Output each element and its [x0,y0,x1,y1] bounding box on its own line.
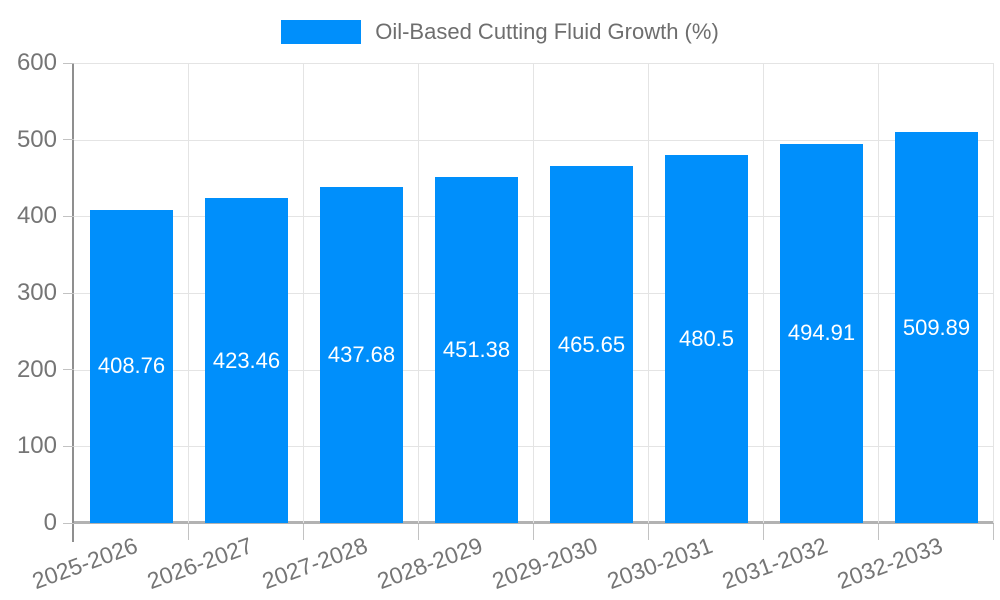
bar-value-label: 480.5 [678,325,735,351]
x-gridline [188,63,189,523]
x-tick [763,524,764,540]
bar[interactable]: 451.38 [435,176,518,523]
y-tick-label: 0 [43,509,57,536]
bar[interactable]: 437.68 [320,187,403,523]
bar-value-label: 408.76 [97,353,166,379]
bar[interactable]: 423.46 [205,198,288,523]
y-tick [63,369,74,371]
bar[interactable]: 509.89 [895,132,978,523]
y-tick [63,445,74,447]
x-tick [303,524,304,540]
legend-label: Oil-Based Cutting Fluid Growth (%) [375,19,719,44]
y-tick [63,292,74,294]
x-gridline [763,63,764,523]
x-tick [418,524,419,540]
y-axis-line [72,63,74,542]
x-gridline [878,63,879,523]
bar[interactable]: 494.91 [780,143,863,523]
x-axis-line [74,521,994,524]
y-gridline [74,369,994,371]
legend[interactable]: Oil-Based Cutting Fluid Growth (%) [0,19,1000,45]
y-gridline [74,293,994,294]
x-gridline [418,63,419,523]
bar-value-label: 465.65 [557,331,626,357]
y-tick-label: 600 [16,49,57,76]
x-gridline [533,63,534,523]
y-tick-label: 100 [16,432,57,460]
y-tick-label: 400 [16,202,57,230]
bar[interactable]: 408.76 [90,209,173,523]
x-gridline [648,63,649,523]
y-tick [63,62,74,64]
bar-value-label: 437.68 [327,342,396,368]
x-tick [878,524,879,540]
y-gridline [74,63,994,64]
bar-value-label: 509.89 [902,314,971,340]
y-tick [63,139,74,141]
y-tick [63,522,74,524]
y-tick [63,215,74,217]
bar-value-label: 423.46 [212,347,281,373]
x-tick [648,524,649,540]
y-tick-label: 500 [16,125,57,153]
bar[interactable]: 465.65 [550,166,633,523]
bar-value-label: 451.38 [442,336,511,362]
plot-area: 408.76 423.46 437.68 451.38 465.65 480.5 494.9… [74,63,994,523]
y-tick-label: 200 [16,355,57,383]
x-gridline [993,63,994,523]
y-gridline [74,216,994,218]
x-tick [993,524,994,540]
x-tick [188,524,189,540]
y-tick-label: 300 [16,279,57,306]
x-tick [533,524,534,540]
y-gridline [74,446,994,448]
bar-value-label: 494.91 [787,320,856,346]
bar[interactable]: 480.5 [665,154,748,523]
x-gridline [303,63,304,523]
y-gridline [74,139,994,141]
legend-swatch [281,20,362,44]
